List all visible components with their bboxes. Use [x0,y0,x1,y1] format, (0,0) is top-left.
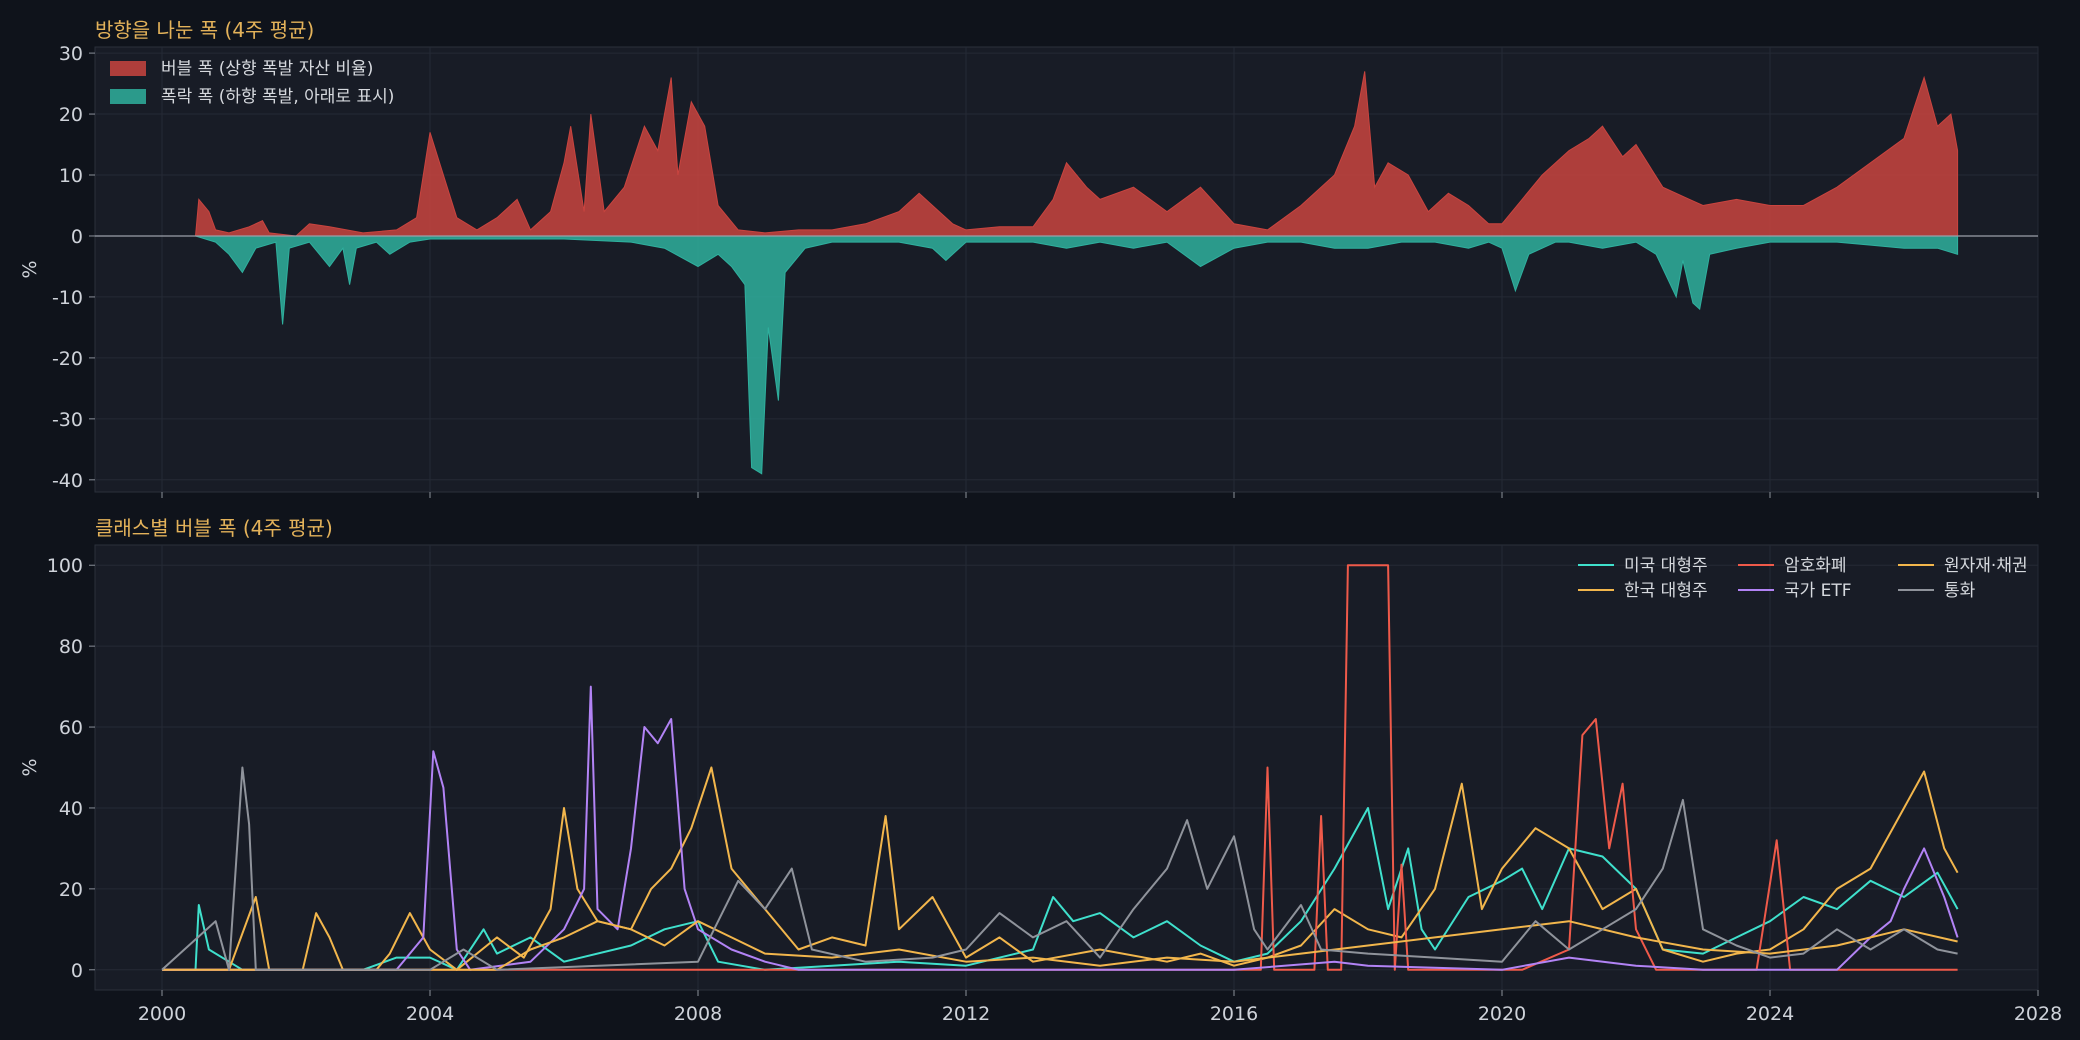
y-tick-label: 80 [59,636,83,658]
x-tick-label: 2028 [2014,1003,2062,1025]
legend-label: 미국 대형주 [1624,556,1708,576]
y-tick-label: 0 [71,960,83,982]
panel-class-width: 클래스별 버블 폭 (4주 평균) 100 80 60 40 20 0 2000 2004 200… [19,516,2062,1025]
line-series-1 [162,766,1959,971]
y-tick-label: 0 [71,226,83,248]
y-tick-label: -10 [52,287,83,309]
legend-label: 폭락 폭 (하향 폭발, 아래로 표시) [161,87,394,107]
y-tick-label: -30 [52,409,83,431]
x-tick-label: 2024 [1746,1003,1794,1025]
legend-label: 원자재·채권 [1944,556,2028,576]
chart-title: 방향을 나눈 폭 (4주 평균) [95,18,314,42]
y-tick-label: 20 [59,104,83,126]
line-series-4 [162,920,1958,971]
legend-label: 버블 폭 (상향 폭발 자산 비율) [161,59,373,79]
x-tick-label: 2008 [674,1003,722,1025]
legend-label: 암호화폐 [1784,556,1847,576]
x-tick-label: 2020 [1478,1003,1526,1025]
y-tick-label: 30 [59,43,83,65]
y-tick-label: -20 [52,348,83,370]
legend-label: 통화 [1944,581,1976,601]
x-tick-label: 2004 [406,1003,454,1025]
y-axis-label: % [19,758,41,776]
x-tick-label: 2000 [138,1003,186,1025]
y-tick-label: 60 [59,717,83,739]
area-series-0 [161,71,1959,237]
y-tick-label: -40 [52,470,83,492]
legend-label: 한국 대형주 [1624,581,1708,601]
line-series-2 [162,564,1958,971]
line-series-3 [162,685,1959,971]
y-axis-label: % [19,260,41,278]
y-tick-label: 20 [59,879,83,901]
y-tick-label: 100 [47,555,83,577]
x-tick-label: 2016 [1210,1003,1258,1025]
plot-area [94,544,2039,991]
legend-swatch [110,89,146,104]
y-tick-label: 40 [59,798,83,820]
panel-direction-width: 방향을 나눈 폭 (4주 평균) 30 20 10 0 -10 -20 -30 -40% 버블 폭… [19,18,2039,498]
plot-area [94,46,2039,493]
x-tick-label: 2012 [942,1003,990,1025]
legend-label: 국가 ETF [1784,581,1852,601]
y-tick-label: 10 [59,165,83,187]
legend-swatch [110,61,146,76]
line-series-5 [161,766,1958,971]
chart-title: 클래스별 버블 폭 (4주 평균) [95,516,333,540]
area-series-1 [161,235,1959,475]
